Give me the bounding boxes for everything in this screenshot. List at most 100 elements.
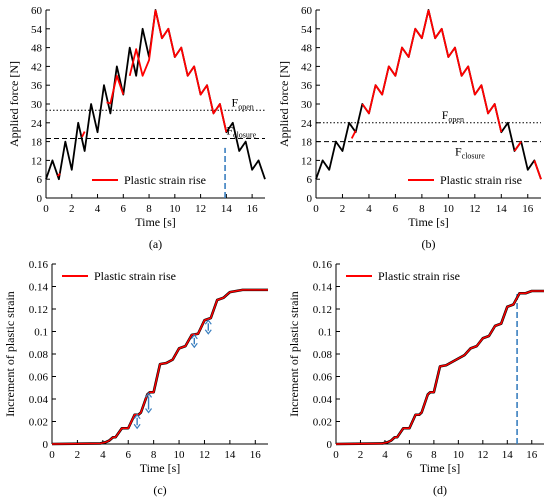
x-tick-label: 16 (526, 449, 538, 461)
y-axis-label: Applied force [N] (7, 61, 21, 147)
reference-label-open: Fopen (232, 95, 254, 111)
arrow-head-up (190, 333, 198, 340)
y-tick-label: 12 (301, 155, 312, 167)
reference-label-sub: closure (233, 130, 257, 139)
x-axis-label: Time [s] (140, 461, 181, 475)
x-tick-label: 12 (195, 203, 206, 215)
y-tick-label: 24 (31, 118, 43, 130)
x-tick-label: 14 (221, 203, 233, 215)
panel-caption: (c) (153, 483, 166, 497)
series-line-plastic-strain-rise (51, 289, 268, 445)
series-segment-plastic-strain-rise (106, 74, 125, 105)
y-tick-label: 0.1 (34, 327, 48, 339)
y-tick-label: 0 (307, 193, 313, 205)
reference-label-main: F (232, 95, 239, 109)
arrow-head-down (204, 329, 212, 335)
x-tick-label: 4 (382, 449, 388, 461)
y-axis-label: Increment of plastic strain (3, 291, 17, 417)
x-tick-label: 12 (199, 449, 210, 461)
series-segment-plastic-strain-rise (513, 141, 522, 152)
x-tick-label: 14 (502, 449, 514, 461)
series-segment-plastic-strain-rise (533, 160, 542, 180)
y-tick-label: 0.1 (318, 327, 332, 339)
x-tick-label: 4 (366, 203, 372, 215)
reference-label-main: F (226, 123, 233, 137)
legend-label: Plastic strain rise (378, 269, 460, 283)
x-tick-label: 16 (247, 203, 259, 215)
x-tick-label: 0 (313, 203, 319, 215)
x-tick-label: 14 (224, 449, 236, 461)
x-tick-label: 12 (469, 203, 480, 215)
arrow-head-up (133, 413, 141, 420)
y-tick-label: 0.16 (313, 259, 333, 271)
y-tick-label: 12 (31, 155, 42, 167)
x-tick-label: 2 (75, 449, 81, 461)
y-tick-label: 30 (301, 99, 313, 111)
reference-label-closure: Fclosure (226, 123, 256, 139)
arrow-head-down (133, 423, 141, 430)
y-tick-label: 60 (31, 5, 43, 17)
series-line-plastic-strain-rise (335, 290, 544, 445)
y-tick-label: 42 (301, 61, 312, 73)
y-tick-label: 0.04 (313, 394, 333, 406)
x-tick-label: 6 (121, 203, 127, 215)
y-tick-label: 24 (301, 118, 313, 130)
x-tick-label: 6 (393, 203, 399, 215)
x-tick-label: 14 (496, 203, 508, 215)
y-tick-label: 42 (31, 61, 42, 73)
y-tick-label: 0.02 (29, 417, 48, 429)
series-line-force (315, 9, 542, 180)
reference-label-main: F (455, 145, 462, 159)
y-tick-label: 0.14 (29, 282, 49, 294)
reference-label-sub: open (448, 115, 464, 124)
x-tick-label: 10 (174, 449, 186, 461)
y-axis-label: Applied force [N] (277, 61, 291, 147)
y-tick-label: 0.06 (313, 372, 333, 384)
y-tick-label: 6 (307, 174, 313, 186)
y-tick-label: 0.12 (29, 304, 48, 316)
x-axis-label: Time [s] (420, 461, 461, 475)
x-tick-label: 0 (43, 203, 49, 215)
reference-label-closure: Fclosure (455, 145, 485, 161)
series-segment-plastic-strain-rise (427, 9, 503, 133)
series-segment-plastic-strain-rise (56, 172, 61, 177)
y-tick-label: 0 (327, 439, 333, 451)
chart-panel-c: 0 2 4 6 8 10 12 14 16 0 0.02 0.04 0.06 0.08 0.1 0.12 0.1… (3, 259, 268, 497)
arrow-head-up (145, 392, 153, 398)
x-tick-label: 8 (431, 449, 437, 461)
y-tick-label: 0.14 (313, 282, 333, 294)
arrow-head-down (145, 408, 153, 414)
x-tick-label: 6 (407, 449, 413, 461)
x-tick-label: 2 (69, 203, 75, 215)
y-tick-label: 36 (31, 80, 43, 92)
y-tick-label: 60 (301, 5, 313, 17)
series-segment-plastic-strain-rise (81, 131, 86, 138)
x-tick-label: 10 (453, 449, 465, 461)
y-tick-label: 0.12 (313, 304, 332, 316)
x-tick-label: 12 (477, 449, 488, 461)
y-tick-label: 0 (37, 193, 43, 205)
y-tick-label: 18 (31, 137, 43, 149)
x-tick-label: 8 (151, 449, 157, 461)
y-tick-label: 0.02 (313, 417, 332, 429)
x-tick-label: 8 (146, 203, 152, 215)
x-axis-label: Time [s] (408, 215, 449, 229)
reference-label-sub: open (238, 102, 254, 111)
x-axis-label: Time [s] (135, 215, 176, 229)
y-tick-label: 0.04 (29, 394, 49, 406)
y-tick-label: 54 (301, 24, 313, 36)
arrow-head-up (204, 319, 212, 325)
y-axis-label: Increment of plastic strain (287, 291, 301, 417)
x-tick-label: 6 (125, 449, 131, 461)
legend-label: Plastic strain rise (94, 269, 176, 283)
reference-label-main: F (442, 108, 449, 122)
series-segment-plastic-strain-rise (128, 9, 157, 77)
panel-caption: (d) (433, 483, 447, 497)
y-tick-label: 36 (301, 80, 313, 92)
x-tick-label: 0 (49, 449, 55, 461)
x-tick-label: 16 (250, 449, 262, 461)
panel-caption: (a) (149, 237, 162, 251)
